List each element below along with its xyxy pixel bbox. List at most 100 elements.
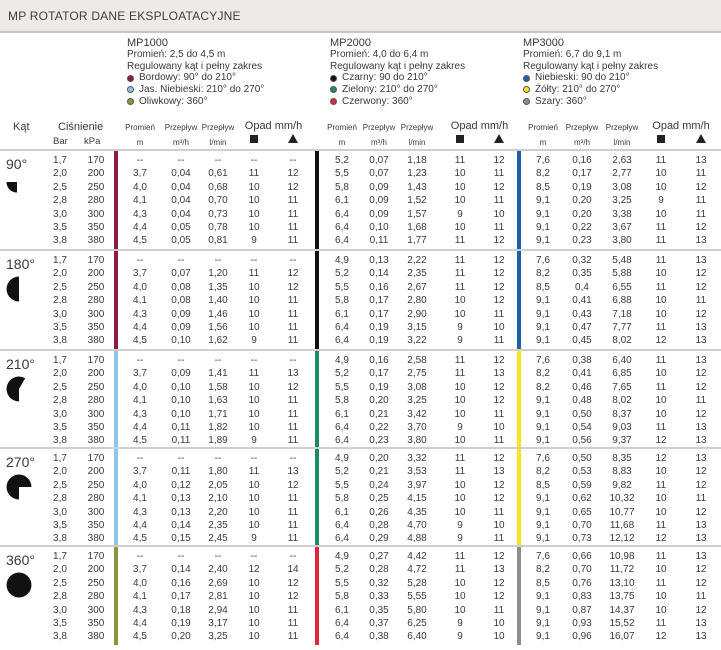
table-cell: 3,17 xyxy=(208,618,228,629)
table-cell: 11 xyxy=(287,395,299,407)
table-cell: 4,3 xyxy=(133,506,147,518)
table-cell: 11 xyxy=(454,235,466,247)
table-cell: 11 xyxy=(287,631,299,643)
table-cell: 9,82 xyxy=(612,479,632,491)
table-cell: 3,7 xyxy=(133,368,147,380)
model-adjust: Regulowany kąt i pełny zakres xyxy=(127,60,263,72)
table-cell: 5,55 xyxy=(407,591,427,603)
nozzle-color-bar xyxy=(517,251,521,349)
table-cell: 5,5 xyxy=(335,479,349,491)
table-cell: 9,1 xyxy=(536,308,550,320)
kpa-value: 200 xyxy=(87,268,105,280)
table-cell: 11 xyxy=(287,520,299,531)
nozzle-color-bar xyxy=(315,151,319,249)
table-cell: -- xyxy=(250,453,258,464)
table-cell: 8,2 xyxy=(536,368,550,380)
table-cell: 13 xyxy=(287,368,299,380)
kpa-value: 380 xyxy=(87,335,105,347)
table-cell: 12 xyxy=(493,493,505,505)
table-cell: 0,20 xyxy=(572,195,592,207)
table-cell: 0,38 xyxy=(369,631,389,643)
table-cell: 4,4 xyxy=(133,322,147,333)
table-cell: 10 xyxy=(655,308,667,320)
table-cell: 8,5 xyxy=(536,479,550,491)
table-cell: 11 xyxy=(695,168,707,180)
unit-lmin: l/min xyxy=(613,138,631,147)
table-cell: 10,98 xyxy=(609,551,635,562)
unit-m: m xyxy=(338,138,346,147)
pressure-header: Ciśnienie xyxy=(58,121,104,133)
arc-pattern-icon xyxy=(6,376,26,402)
table-cell: 10 xyxy=(454,395,466,407)
table-cell: 5,5 xyxy=(335,168,349,180)
table-cell: 12 xyxy=(695,308,707,320)
table-cell: 0,18 xyxy=(171,604,191,616)
nozzle-color-bar xyxy=(114,449,118,547)
table-cell: 0,08 xyxy=(171,281,191,293)
bar-value: 3,5 xyxy=(53,520,67,531)
table-cell: 0,19 xyxy=(171,618,191,629)
kpa-value: 200 xyxy=(87,466,105,478)
table-cell: 0,47 xyxy=(572,322,592,333)
flow-lmin-col-header: Przepływ xyxy=(201,123,235,132)
table-cell: 11 xyxy=(454,281,466,293)
table-cell: 0,15 xyxy=(171,533,191,545)
table-cell: 10 xyxy=(655,208,667,220)
table-cell: 12 xyxy=(695,281,707,293)
table-cell: 10 xyxy=(655,368,667,380)
table-cell: 3,67 xyxy=(612,222,632,233)
table-cell: 4,0 xyxy=(133,577,147,589)
table-cell: 0,07 xyxy=(369,168,389,180)
table-cell: 0,11 xyxy=(171,422,191,433)
table-cell: 5,5 xyxy=(335,281,349,293)
table-cell: 6,4 xyxy=(335,208,349,220)
table-cell: 12 xyxy=(695,604,707,616)
table-cell: 9,1 xyxy=(536,208,550,220)
kpa-value: 170 xyxy=(87,551,105,562)
model-name: MP2000 xyxy=(330,37,371,49)
angle-label-210: 210° xyxy=(6,356,35,372)
table-cell: 7,18 xyxy=(612,308,632,320)
nozzle-color-label: Czarny: 90 do 210° xyxy=(342,72,428,84)
table-cell: 12 xyxy=(695,408,707,420)
table-cell: 10 xyxy=(248,195,260,207)
table-cell: 12 xyxy=(695,577,707,589)
table-cell: 0,10 xyxy=(369,222,389,233)
table-cell: 11 xyxy=(287,208,299,220)
table-cell: 0,73 xyxy=(208,208,228,220)
group-separator xyxy=(0,545,721,547)
bar-value: 3,0 xyxy=(53,604,67,616)
table-cell: 11 xyxy=(655,222,667,233)
kpa-value: 250 xyxy=(87,577,105,589)
table-cell: 11 xyxy=(287,506,299,518)
table-cell: 2,67 xyxy=(407,281,427,293)
table-cell: 13,75 xyxy=(609,591,635,603)
table-cell: 3,7 xyxy=(133,564,147,576)
table-cell: 4,4 xyxy=(133,520,147,531)
table-cell: 5,2 xyxy=(335,268,349,280)
table-cell: 4,35 xyxy=(407,506,427,518)
table-cell: 12 xyxy=(695,181,707,193)
table-cell: 12 xyxy=(695,479,707,491)
table-cell: 9,1 xyxy=(536,533,550,545)
nozzle-color-item: Żółty: 210° do 270° xyxy=(523,84,658,96)
table-cell: 3,80 xyxy=(612,235,632,247)
table-cell: 0,09 xyxy=(171,322,191,333)
table-cell: 10 xyxy=(493,208,505,220)
table-cell: 0,70 xyxy=(572,520,592,531)
bar-value: 3,8 xyxy=(53,235,67,247)
table-cell: 0,26 xyxy=(369,506,389,518)
table-cell: 9 xyxy=(457,520,463,531)
table-cell: 0,20 xyxy=(369,395,389,407)
table-cell: 3,22 xyxy=(407,335,427,347)
table-cell: 13 xyxy=(695,453,707,464)
nozzle-color-item: Czarny: 90 do 210° xyxy=(330,72,465,84)
table-cell: 1,80 xyxy=(208,466,228,478)
table-cell: 4,1 xyxy=(133,295,147,307)
table-cell: 11 xyxy=(655,479,667,491)
table-cell: 6,1 xyxy=(335,408,349,420)
kpa-value: 350 xyxy=(87,322,105,333)
table-cell: 11 xyxy=(287,618,299,629)
table-cell: 6,4 xyxy=(335,222,349,233)
table-cell: 10 xyxy=(454,195,466,207)
